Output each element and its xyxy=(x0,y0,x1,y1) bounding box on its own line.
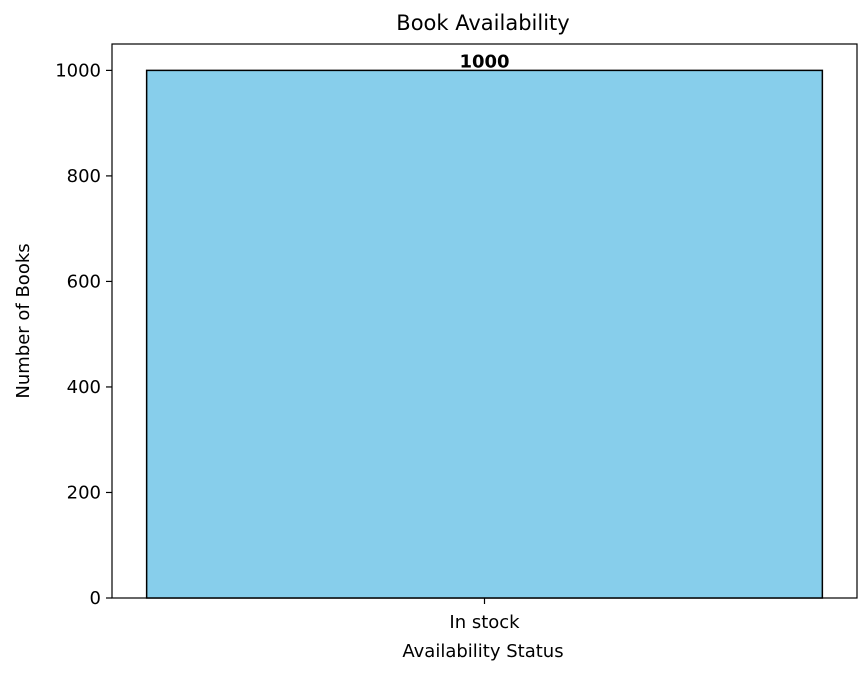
x-axis-label: Availability Status xyxy=(402,641,563,662)
x-tick-label: In stock xyxy=(449,612,520,633)
chart-title: Book Availability xyxy=(396,11,569,35)
y-tick-label: 200 xyxy=(67,482,101,503)
bars-layer: 1000 xyxy=(145,51,824,599)
x-axis: In stock xyxy=(449,598,520,633)
y-tick-label: 0 xyxy=(90,588,101,609)
y-tick-label: 800 xyxy=(67,166,101,187)
y-tick-label: 1000 xyxy=(55,60,101,81)
bar-data-label: 1000 xyxy=(459,51,509,72)
y-axis: 0 200 400 600 800 1000 xyxy=(55,60,112,609)
y-tick-label: 400 xyxy=(67,377,101,398)
y-axis-label: Number of Books xyxy=(13,243,34,398)
bar xyxy=(145,69,824,599)
y-tick-label: 600 xyxy=(67,271,101,292)
